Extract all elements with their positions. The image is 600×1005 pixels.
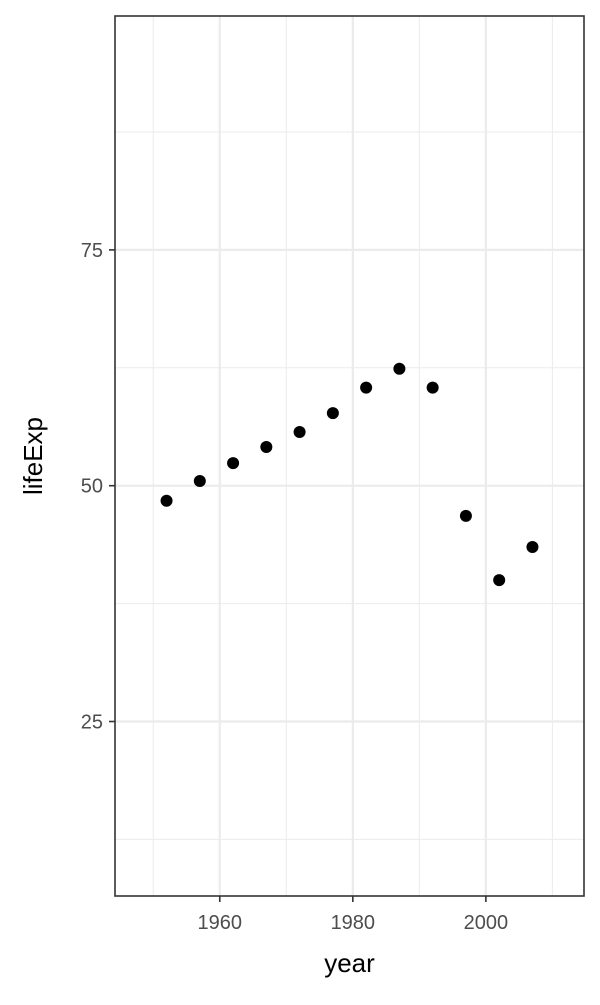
- x-tick-label: 1960: [198, 912, 243, 934]
- data-points: [160, 362, 539, 587]
- data-point: [293, 425, 306, 438]
- data-point: [326, 407, 339, 420]
- y-axis-title: lifeExp: [18, 417, 48, 495]
- x-axis-title: year: [324, 948, 375, 978]
- y-tick-label: 50: [81, 476, 103, 498]
- data-point: [393, 362, 406, 375]
- data-point: [426, 381, 439, 394]
- x-tick-label: 1980: [331, 912, 376, 934]
- y-tick-label: 25: [81, 712, 103, 734]
- data-point: [493, 574, 506, 587]
- grid: [115, 16, 584, 896]
- data-point: [193, 474, 206, 487]
- data-point: [360, 381, 373, 394]
- data-point: [526, 541, 539, 554]
- data-point: [160, 494, 173, 507]
- x-tick-label: 2000: [464, 912, 509, 934]
- data-point: [227, 457, 240, 470]
- axis-ticks: 1960 1980 2000 25 50 75: [81, 240, 508, 934]
- data-point: [260, 441, 273, 454]
- panel-border: [114, 15, 585, 897]
- y-tick-label: 75: [81, 240, 103, 262]
- data-point: [459, 509, 472, 522]
